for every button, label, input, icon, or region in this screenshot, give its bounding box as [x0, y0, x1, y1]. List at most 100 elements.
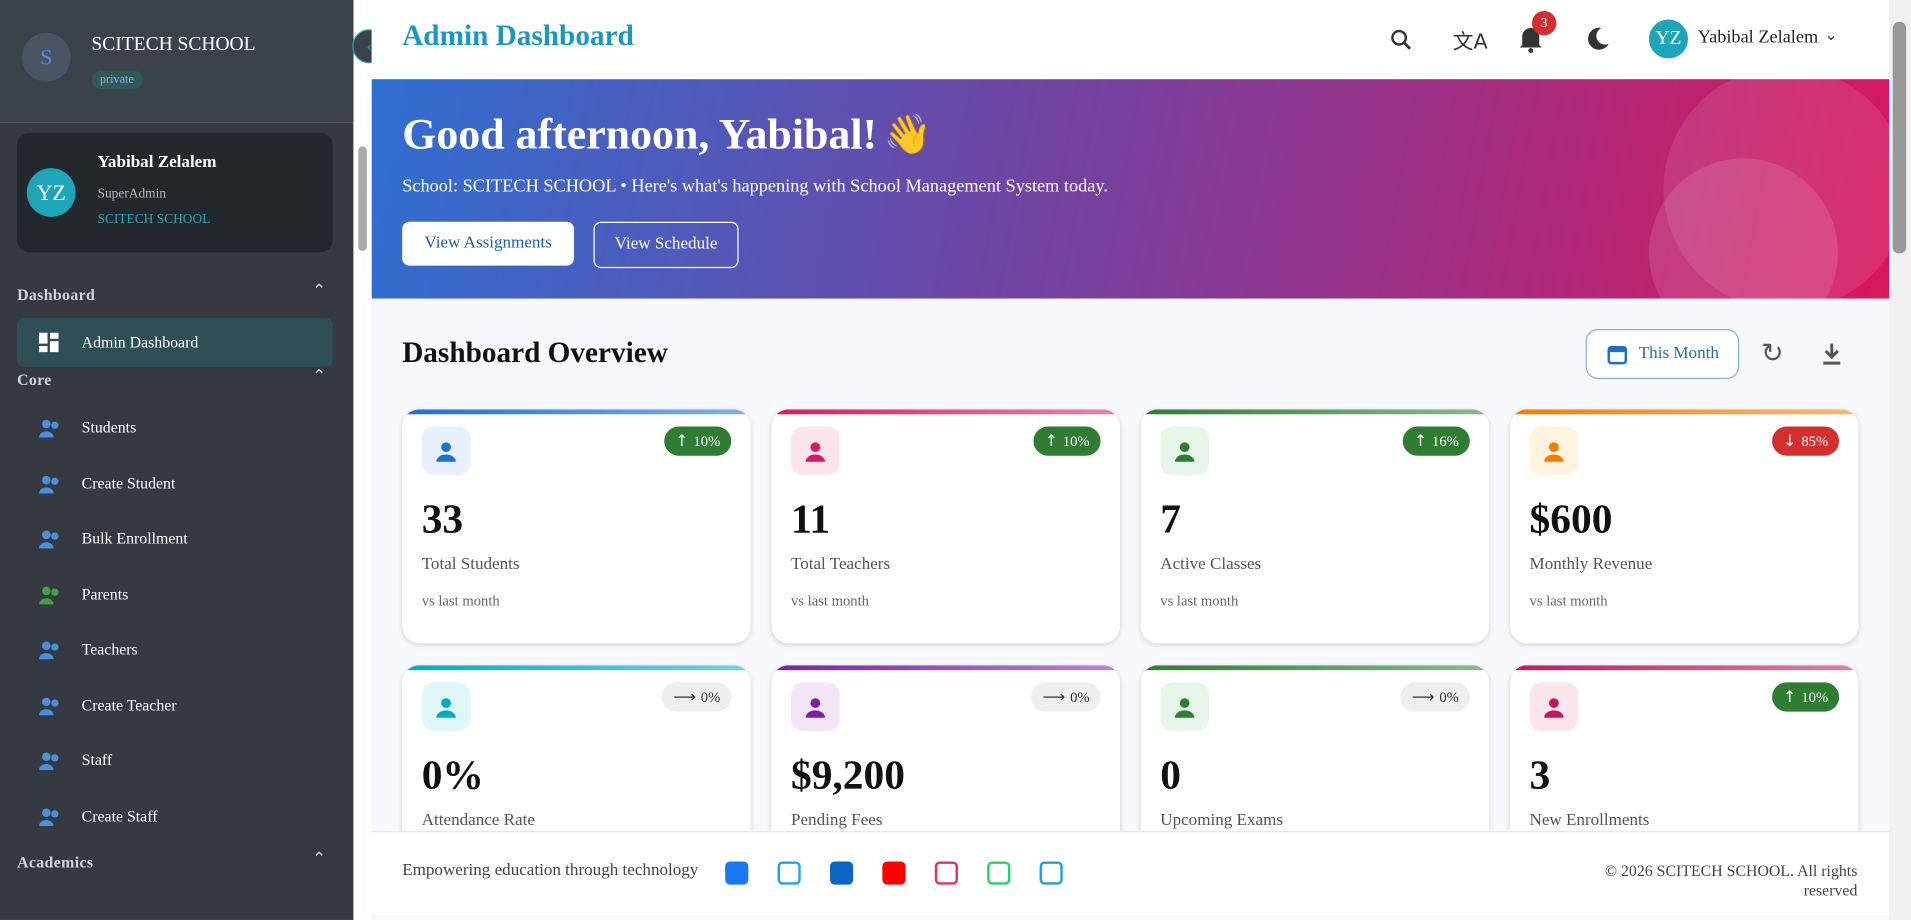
hero-subtitle: School: SCITECH SCHOOL • Here's what's h… — [402, 176, 1108, 197]
header-user-name[interactable]: Yabibal Zelalem — [1697, 28, 1819, 48]
section-toggle[interactable]: ⌃ — [312, 282, 327, 301]
user-role: SuperAdmin — [97, 186, 167, 202]
copyright-text: 2026 SCITECH SCHOOL. All rights reserved — [1621, 861, 1858, 900]
social-icon[interactable] — [1039, 861, 1063, 885]
nav-item[interactable]: Teachers — [17, 625, 333, 674]
card-value: 0% — [421, 753, 484, 799]
school-badge: private — [91, 70, 143, 89]
trend-arrow: ↑ — [1044, 431, 1058, 451]
trend-value: 16% — [1432, 431, 1459, 450]
card-value: 0 — [1160, 753, 1181, 799]
card-note: vs last month — [790, 592, 869, 610]
nav-item[interactable]: Staff — [17, 736, 333, 785]
trend-arrow: ↑ — [1783, 687, 1797, 707]
trend-arrow: ⟶ — [673, 687, 696, 707]
stat-card: ↑ 10% 11 Total Teachers vs last month — [771, 409, 1121, 644]
download-button[interactable] — [1820, 341, 1844, 365]
social-icon[interactable] — [882, 861, 906, 885]
greeting-emoji: 👋 — [883, 110, 933, 158]
card-accent — [1510, 665, 1859, 671]
card-label: Attendance Rate — [421, 811, 535, 830]
section-toggle[interactable]: ⌃ — [312, 850, 327, 869]
trend-pill: ⟶ 0% — [1400, 682, 1470, 712]
social-icon[interactable] — [934, 861, 958, 885]
school-name: SCITECH SCHOOL — [91, 34, 256, 55]
nav-item-label[interactable]: Create Staff — [81, 806, 158, 825]
trend-arrow: ↑ — [1413, 431, 1428, 451]
social-icon[interactable] — [987, 861, 1011, 885]
view-assignments-button[interactable]: View Assignments — [402, 221, 575, 266]
search-icon[interactable] — [1388, 27, 1415, 54]
nav-item[interactable]: Parents — [17, 570, 333, 619]
sidebar-scrollbar — [353, 121, 372, 920]
trend-pill: ↑ 16% — [1402, 426, 1470, 456]
main: Admin Dashboard 文A 3 YZ Yabibal Zelalem … — [371, 0, 1890, 920]
user-menu-caret[interactable]: ⌄ — [1824, 25, 1838, 44]
nav-section-title[interactable]: Dashboard — [17, 285, 96, 304]
nav-item-label[interactable]: Create Student — [81, 473, 176, 492]
trend-pill: ↑ 10% — [664, 426, 732, 456]
card-icon — [1160, 426, 1209, 476]
trend-pill: ↑ 10% — [1033, 426, 1101, 456]
trend-arrow: ↑ — [675, 431, 689, 451]
header-avatar[interactable]: YZ — [1648, 19, 1688, 59]
card-label: New Enrollments — [1529, 811, 1650, 830]
page-title: Admin Dashboard — [402, 20, 634, 53]
trend-value: 0% — [1070, 687, 1090, 705]
notification-count: 3 — [1531, 10, 1557, 36]
trend-pill: ↑ 10% — [1772, 682, 1840, 712]
card-label: Upcoming Exams — [1160, 811, 1284, 830]
card-value: 7 — [1160, 497, 1181, 543]
period-selector[interactable]: This Month — [1585, 328, 1740, 379]
card-icon — [1160, 682, 1209, 732]
nav-item[interactable]: Admin Dashboard — [17, 318, 333, 367]
stat-card: ↑ 16% 7 Active Classes vs last month — [1140, 409, 1490, 644]
user-school: SCITECH SCHOOL — [97, 212, 211, 227]
nav-section-title[interactable]: Core — [17, 370, 52, 389]
card-value: 11 — [790, 497, 831, 543]
nav-item-label[interactable]: Staff — [81, 750, 113, 769]
trend-value: 85% — [1801, 431, 1829, 450]
nav-item[interactable]: Create Teacher — [17, 681, 333, 730]
card-icon — [790, 426, 840, 476]
user-card: YZ Yabibal Zelalem SuperAdmin SCITECH SC… — [17, 132, 333, 253]
user-avatar: YZ — [26, 168, 76, 217]
trend-value: 10% — [1801, 687, 1829, 705]
nav-item[interactable]: Bulk Enrollment — [17, 514, 333, 563]
social-icon[interactable] — [829, 861, 854, 885]
stat-card: ↑ 10% 33 Total Students vs last month — [402, 409, 751, 644]
nav-item-label[interactable]: Teachers — [81, 639, 138, 658]
refresh-button[interactable]: ↻ — [1761, 338, 1784, 370]
card-label: Total Students — [421, 555, 520, 574]
translate-icon[interactable]: 文A — [1452, 30, 1488, 55]
theme-toggle[interactable] — [1584, 26, 1611, 53]
card-note: vs last month — [1160, 592, 1239, 610]
card-icon — [1529, 682, 1579, 732]
trend-value: 10% — [693, 431, 721, 450]
nav-item-label[interactable]: Admin Dashboard — [81, 332, 199, 351]
card-icon — [421, 426, 471, 476]
trend-pill: ⟶ 0% — [1031, 682, 1101, 712]
nav-item-label[interactable]: Bulk Enrollment — [81, 528, 188, 548]
card-value: $9,200 — [790, 753, 905, 799]
trend-value: 0% — [1439, 687, 1459, 705]
card-value: 3 — [1529, 753, 1551, 799]
nav-item[interactable]: Students — [17, 403, 333, 452]
nav-item[interactable]: Create Student — [17, 459, 333, 508]
nav-item-label[interactable]: Students — [81, 417, 137, 437]
overview-title: Dashboard Overview — [402, 337, 668, 370]
nav-section-title[interactable]: Academics — [17, 852, 94, 872]
card-accent — [771, 409, 1121, 415]
nav-item[interactable]: Create Staff — [17, 791, 333, 840]
view-schedule-button[interactable]: View Schedule — [593, 221, 739, 269]
section-toggle[interactable]: ⌃ — [312, 367, 327, 387]
card-label: Active Classes — [1160, 555, 1262, 574]
nav-item-label[interactable]: Create Teacher — [81, 695, 177, 714]
trend-value: 0% — [700, 687, 721, 705]
social-icon[interactable] — [777, 861, 801, 885]
social-icon[interactable] — [725, 861, 749, 885]
nav-item-label[interactable]: Parents — [81, 584, 129, 603]
trend-arrow: ⟶ — [1411, 687, 1435, 707]
card-label: Pending Fees — [790, 811, 883, 830]
